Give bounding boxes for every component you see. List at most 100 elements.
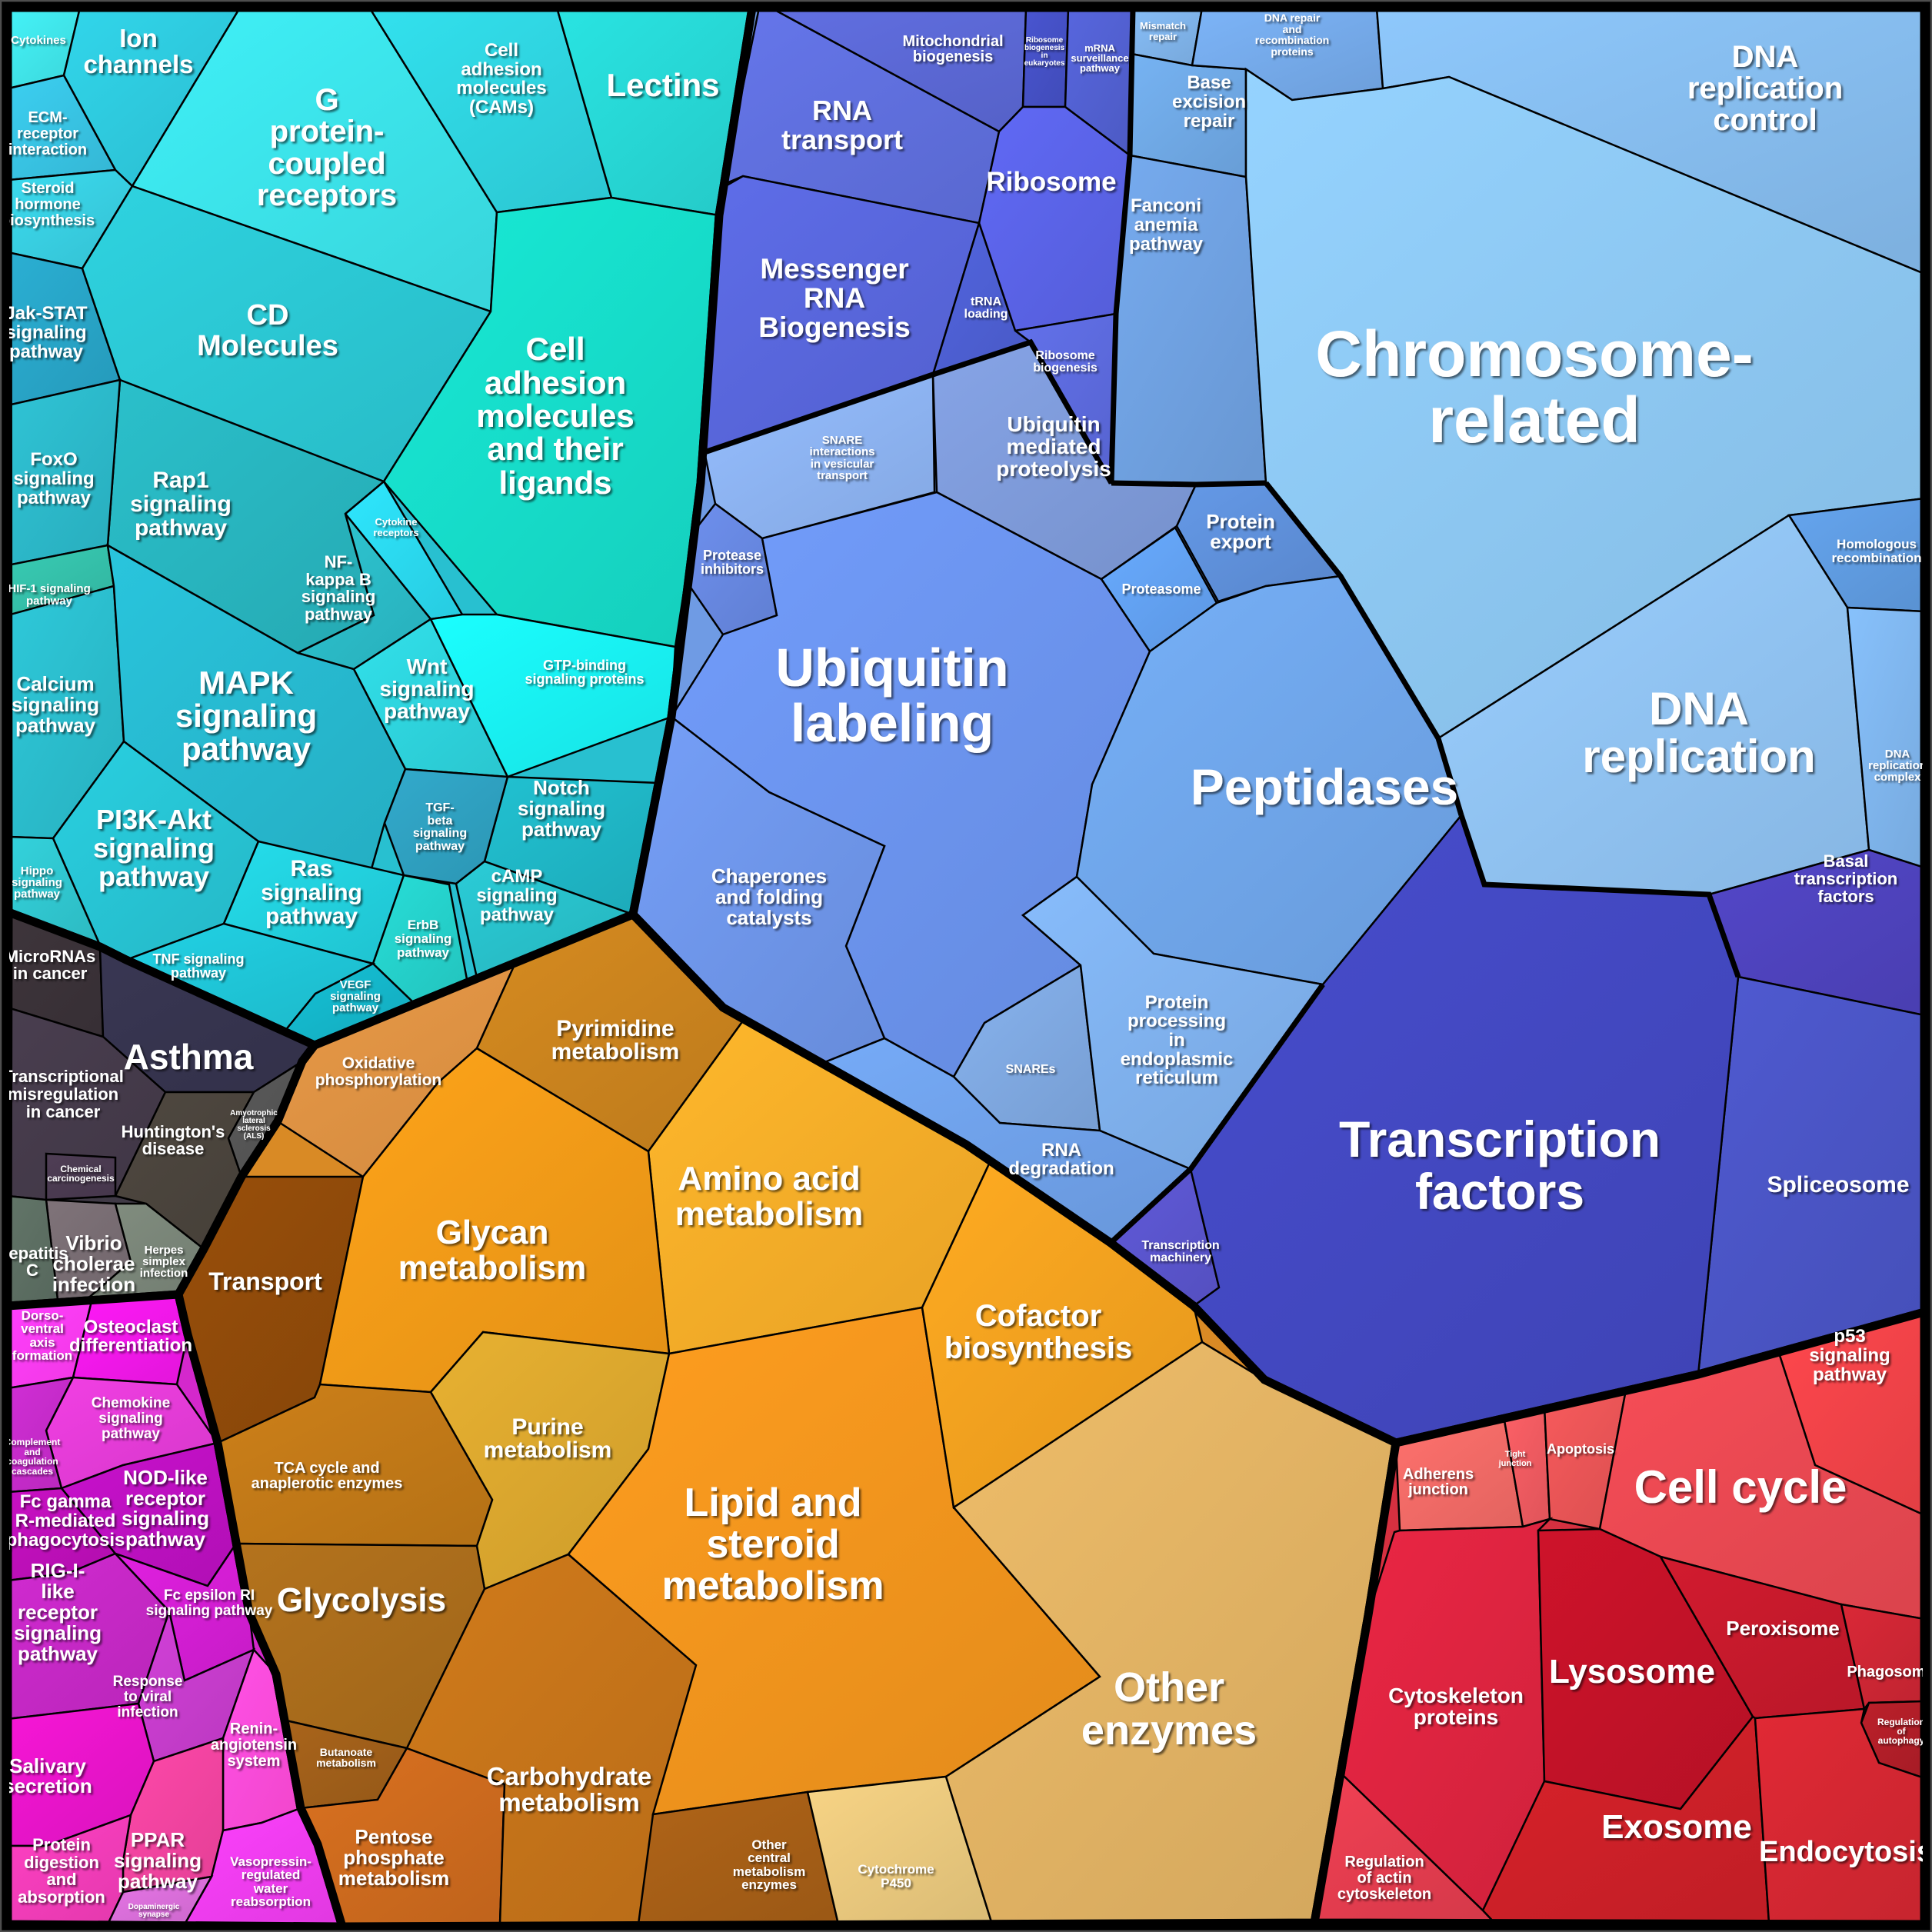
svg-text:DNA: DNA [1885, 748, 1910, 761]
svg-text:PPAR: PPAR [131, 1828, 185, 1851]
svg-text:infection: infection [140, 1267, 188, 1280]
svg-text:SNARE: SNARE [822, 434, 863, 447]
svg-text:Ubiquitin: Ubiquitin [1007, 412, 1100, 436]
svg-text:interactions: interactions [809, 445, 874, 458]
svg-text:Vasopressin-: Vasopressin- [230, 1854, 311, 1869]
svg-text:molecules: molecules [476, 398, 634, 434]
svg-text:Dopaminergic: Dopaminergic [128, 1903, 180, 1911]
svg-text:axis: axis [29, 1335, 55, 1350]
svg-text:proteins: proteins [1271, 45, 1313, 58]
svg-text:enzymes: enzymes [1081, 1707, 1257, 1754]
svg-text:Wnt: Wnt [407, 655, 448, 678]
svg-text:phosphorylation: phosphorylation [315, 1071, 442, 1089]
svg-text:ErbB: ErbB [408, 918, 439, 932]
svg-text:Cell cycle: Cell cycle [1634, 1461, 1847, 1513]
svg-text:Chromosome-: Chromosome- [1315, 318, 1753, 390]
svg-text:Amino acid: Amino acid [678, 1160, 860, 1198]
svg-text:Ras: Ras [290, 856, 332, 881]
svg-text:Cytokine: Cytokine [375, 516, 418, 528]
svg-text:pathway: pathway [521, 818, 602, 841]
svg-text:anaplerotic enzymes: anaplerotic enzymes [251, 1475, 403, 1492]
svg-text:and their: and their [487, 431, 623, 467]
svg-text:tRNA: tRNA [971, 295, 1001, 308]
svg-text:signaling: signaling [13, 468, 94, 489]
svg-text:differentiation: differentiation [69, 1335, 192, 1356]
svg-text:pathway: pathway [15, 714, 96, 737]
svg-text:pathway: pathway [332, 1001, 379, 1014]
svg-text:central: central [748, 1850, 791, 1865]
svg-text:pathway: pathway [265, 904, 358, 929]
svg-text:signaling: signaling [413, 827, 467, 840]
svg-text:Transcription: Transcription [1339, 1111, 1661, 1168]
svg-text:and folding: and folding [715, 885, 823, 908]
svg-text:export: export [1210, 530, 1271, 553]
svg-text:Lectins: Lectins [606, 67, 719, 103]
svg-text:and: and [1283, 23, 1302, 35]
svg-text:like: like [41, 1580, 74, 1603]
svg-text:signaling: signaling [14, 1621, 102, 1644]
svg-text:receptor: receptor [125, 1487, 205, 1510]
svg-text:simplex: simplex [142, 1255, 186, 1268]
svg-text:C: C [26, 1261, 38, 1280]
svg-text:signaling: signaling [518, 797, 605, 820]
svg-text:Chemical: Chemical [60, 1164, 101, 1174]
svg-text:MicroRNAs: MicroRNAs [5, 947, 96, 966]
svg-text:Complement: Complement [5, 1437, 61, 1447]
svg-text:Protein: Protein [32, 1835, 91, 1854]
svg-text:Peptidases: Peptidases [1191, 758, 1459, 815]
svg-text:Lipid and: Lipid and [684, 1481, 861, 1525]
svg-text:pathway: pathway [384, 699, 470, 723]
svg-text:misregulation: misregulation [8, 1084, 118, 1104]
svg-text:cholerae: cholerae [53, 1252, 135, 1275]
svg-text:water: water [253, 1881, 288, 1896]
svg-text:autophagy: autophagy [1878, 1735, 1925, 1746]
svg-text:Calcium: Calcium [16, 672, 94, 695]
svg-text:reticulum: reticulum [1135, 1068, 1218, 1088]
svg-text:Lysosome: Lysosome [1549, 1653, 1715, 1690]
svg-text:RIG-I-: RIG-I- [31, 1559, 85, 1582]
svg-text:Regulation: Regulation [1877, 1717, 1925, 1727]
svg-text:pathway: pathway [135, 515, 227, 541]
svg-text:pathway: pathway [17, 488, 92, 508]
svg-text:secretion: secretion [3, 1774, 92, 1797]
svg-text:endoplasmic: endoplasmic [1121, 1049, 1234, 1070]
svg-text:replication: replication [1582, 731, 1815, 782]
svg-text:pathway: pathway [9, 341, 84, 362]
svg-text:pathway: pathway [98, 861, 209, 892]
svg-text:RNA: RNA [1041, 1140, 1081, 1161]
svg-text:lateral: lateral [242, 1117, 265, 1125]
svg-text:Peroxisome: Peroxisome [1726, 1617, 1839, 1640]
svg-text:signaling: signaling [5, 322, 86, 343]
svg-text:junction: junction [1407, 1481, 1468, 1498]
svg-text:Cell: Cell [485, 40, 518, 61]
svg-text:(ALS): (ALS) [244, 1132, 265, 1141]
svg-text:biosynthesis: biosynthesis [1, 212, 95, 229]
svg-text:transcription: transcription [1794, 869, 1897, 888]
svg-text:in: in [1168, 1030, 1184, 1051]
svg-text:factors: factors [1415, 1163, 1584, 1220]
svg-text:carcinogenesis: carcinogenesis [47, 1173, 115, 1184]
svg-text:TGF-: TGF- [425, 801, 454, 814]
svg-text:FoxO: FoxO [30, 449, 77, 470]
svg-text:Fanconi: Fanconi [1131, 195, 1201, 216]
svg-text:Amyotrophic: Amyotrophic [230, 1109, 278, 1118]
svg-text:factors: factors [1817, 887, 1874, 906]
svg-text:ventral: ventral [21, 1321, 64, 1336]
svg-text:Pyrimidine: Pyrimidine [556, 1016, 674, 1041]
svg-text:metabolism: metabolism [662, 1564, 884, 1608]
svg-text:Molecules: Molecules [197, 330, 338, 362]
svg-text:and: and [24, 1447, 40, 1457]
svg-text:Carbohydrate: Carbohydrate [487, 1762, 652, 1790]
svg-text:Messenger: Messenger [760, 253, 908, 285]
svg-text:steroid: steroid [706, 1522, 839, 1567]
svg-text:Herpes: Herpes [145, 1244, 184, 1257]
svg-text:Other: Other [1114, 1664, 1224, 1710]
svg-text:processing: processing [1128, 1011, 1226, 1031]
svg-text:Dorso-: Dorso- [22, 1308, 64, 1323]
svg-text:and: and [46, 1870, 76, 1889]
svg-text:Response: Response [113, 1674, 183, 1690]
svg-text:signaling: signaling [114, 1849, 202, 1872]
svg-text:Hepatitis: Hepatitis [0, 1244, 68, 1263]
svg-text:Mitochondrial: Mitochondrial [902, 33, 1003, 50]
svg-text:P450: P450 [881, 1876, 911, 1890]
